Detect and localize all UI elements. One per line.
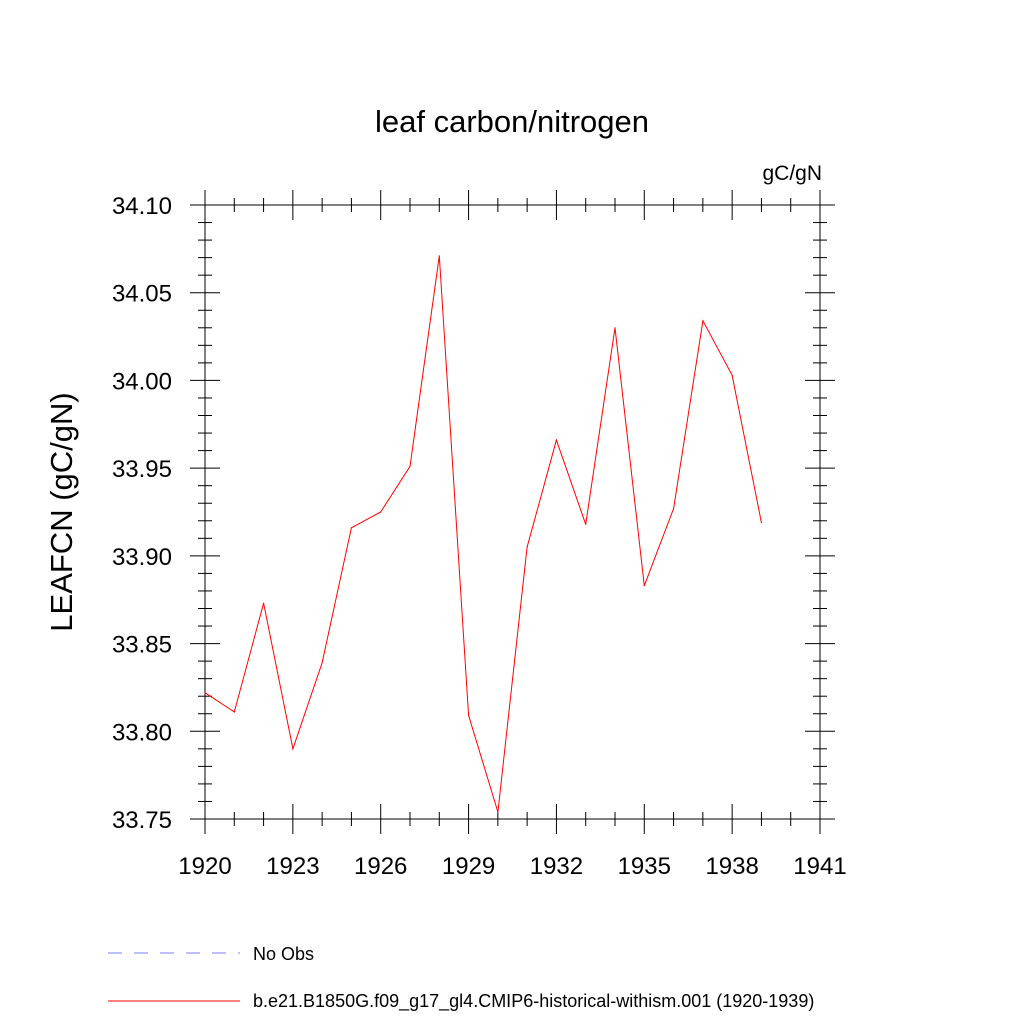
x-tick-label: 1920 xyxy=(178,853,231,880)
data-point xyxy=(204,692,206,694)
data-point xyxy=(614,327,616,329)
series-lines xyxy=(204,255,763,813)
data-point xyxy=(526,546,528,548)
y-tick-label: 33.85 xyxy=(112,632,172,659)
x-tick-label: 1941 xyxy=(793,853,846,880)
x-tick-label: 1929 xyxy=(442,853,495,880)
data-point xyxy=(643,585,645,587)
y-axis-label: LEAFCN (gC/gN) xyxy=(44,392,79,631)
y-tick-label: 34.10 xyxy=(112,193,172,220)
data-point xyxy=(702,320,704,322)
y-tick-label: 34.05 xyxy=(112,281,172,308)
y-tick-labels: 33.75 33.80 33.85 33.90 33.95 34.00 34.05 34.10 xyxy=(112,193,172,834)
x-tick-label: 1935 xyxy=(618,853,671,880)
y-tick-label: 33.95 xyxy=(112,456,172,483)
x-tick-label: 1926 xyxy=(354,853,407,880)
plot-area-frame xyxy=(204,204,821,820)
chart-title: leaf carbon/nitrogen xyxy=(375,104,649,139)
data-point xyxy=(585,523,587,525)
data-point xyxy=(438,255,440,257)
data-point xyxy=(731,374,733,376)
data-point xyxy=(672,507,675,510)
x-tick-labels: 1920 1923 1926 1929 1932 1935 1938 1941 xyxy=(178,853,846,880)
data-point xyxy=(497,811,499,813)
data-point xyxy=(233,711,235,713)
data-point xyxy=(321,662,323,664)
data-point xyxy=(467,714,470,717)
major-ticks xyxy=(190,190,835,834)
data-point xyxy=(380,511,382,513)
x-tick-label: 1932 xyxy=(530,853,583,880)
data-point xyxy=(292,748,294,750)
legend: No Obs b.e21.B1850G.f09_g17_gl4.CMIP6-hi… xyxy=(108,944,814,1012)
y-tick-label: 33.80 xyxy=(112,719,172,746)
data-point xyxy=(760,521,763,524)
data-point xyxy=(262,602,265,604)
y-tick-label: 34.00 xyxy=(112,368,172,395)
data-point xyxy=(350,527,353,529)
legend-label-model-run: b.e21.B1850G.f09_g17_gl4.CMIP6-historica… xyxy=(253,991,814,1012)
data-point xyxy=(409,465,411,467)
series-line-leafcn xyxy=(204,255,762,813)
minor-ticks xyxy=(198,198,827,826)
y-tick-label: 33.75 xyxy=(112,807,172,834)
y-tick-label: 33.90 xyxy=(112,544,172,571)
x-tick-label: 1938 xyxy=(705,853,758,880)
data-point xyxy=(555,439,558,441)
x-tick-label: 1923 xyxy=(266,853,319,880)
units-label: gC/gN xyxy=(762,162,822,185)
legend-label-no-obs: No Obs xyxy=(253,944,314,964)
